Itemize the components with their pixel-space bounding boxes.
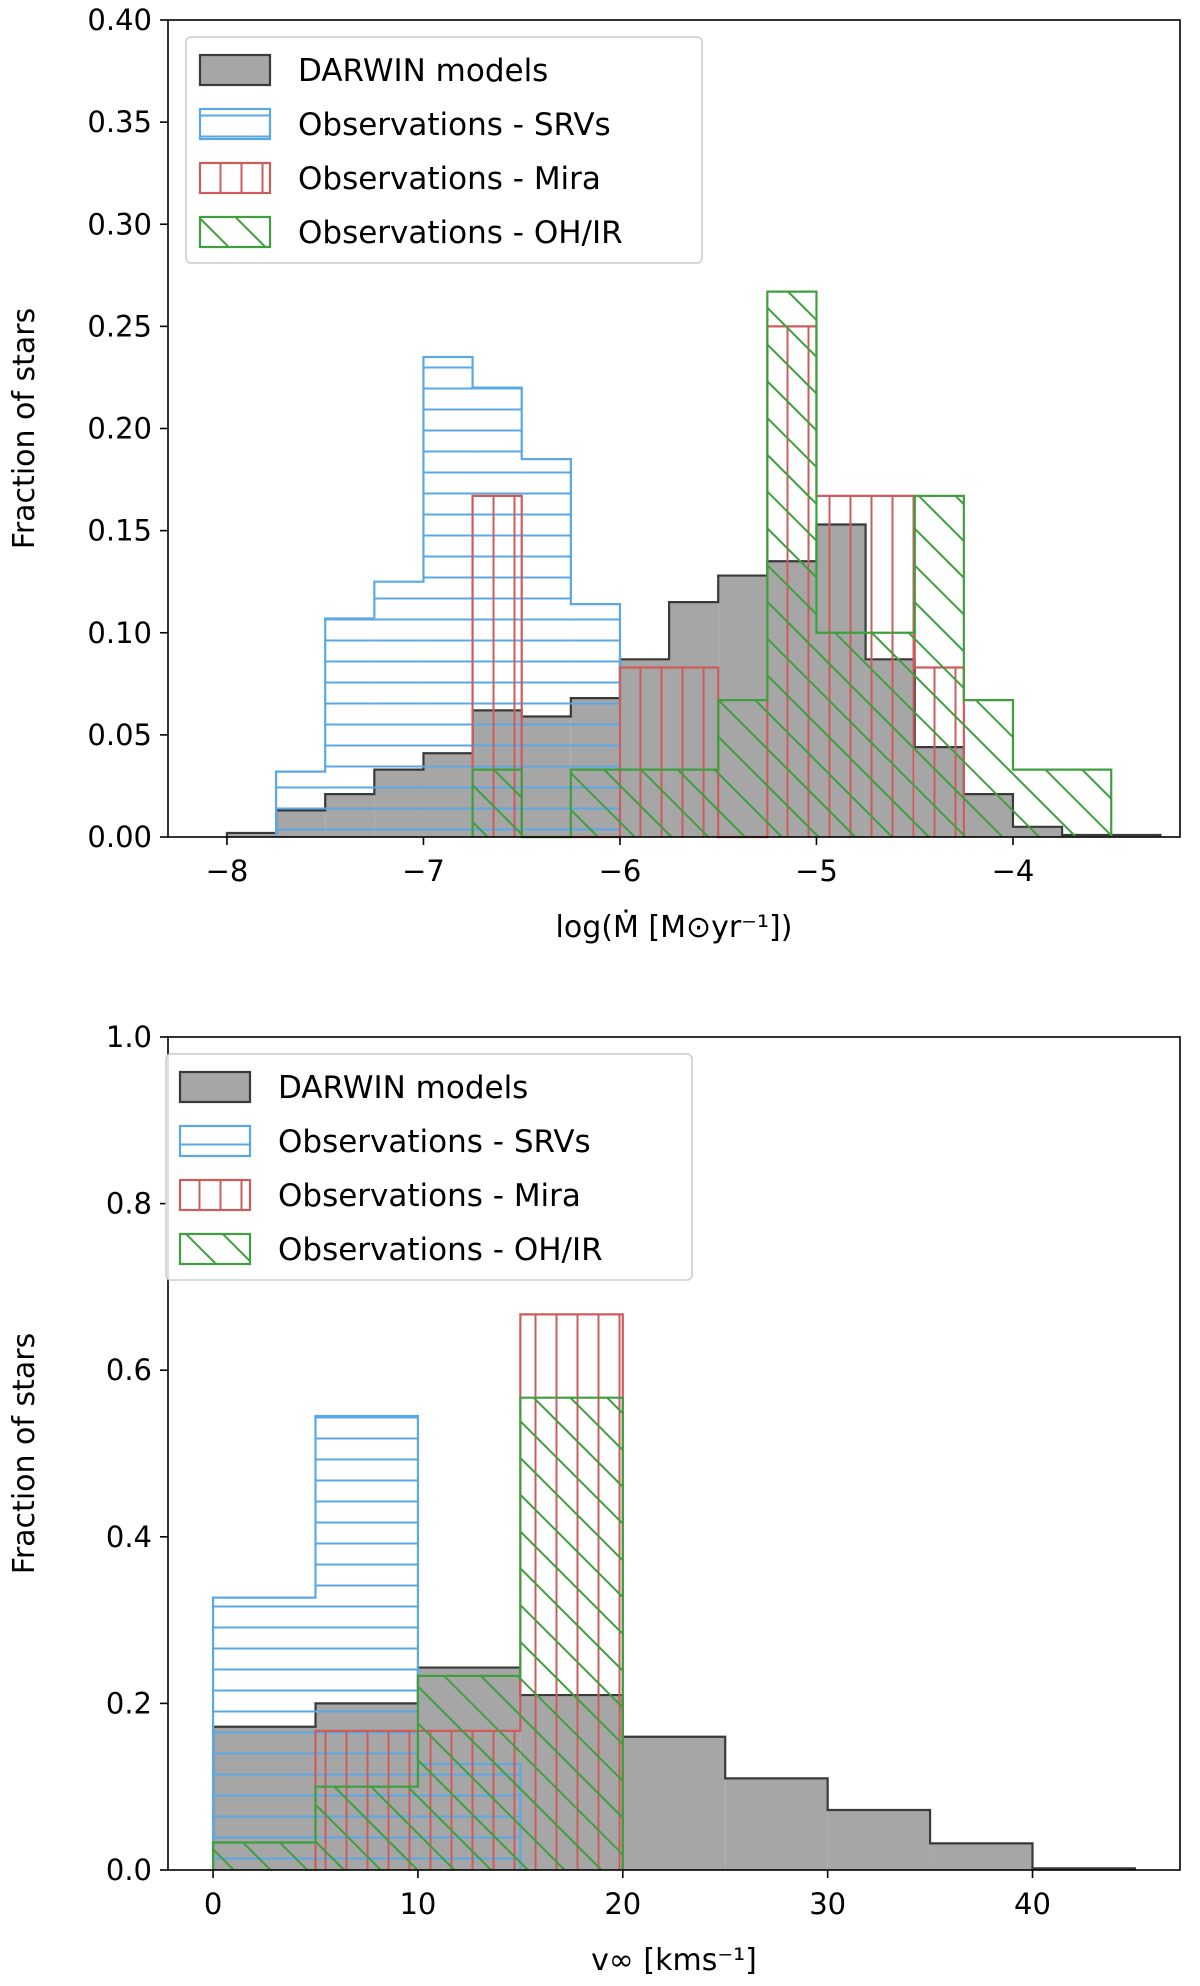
y-tick-label: 0.20	[87, 412, 152, 446]
y-tick-label: 0.30	[87, 207, 152, 241]
y-tick-label: 0.00	[87, 820, 152, 854]
bar-ohir-2	[570, 769, 719, 837]
x-tick-label: 10	[399, 1887, 436, 1921]
bar-srv-3	[423, 357, 473, 837]
y-tick-label: 0.15	[87, 514, 152, 548]
legend-label-mira: Observations - Mira	[278, 1178, 581, 1214]
bar-ohir-6	[914, 495, 964, 837]
x-tick-label: −4	[992, 854, 1035, 888]
bar-ohir-0	[472, 769, 522, 837]
legend-swatch-ohir	[198, 215, 272, 249]
legend-label-ohir: Observations - OH/IR	[278, 1232, 603, 1268]
bar-srv-0	[213, 1597, 316, 1870]
legend-frame	[185, 36, 703, 264]
series-ohir	[471, 290, 1113, 839]
y-tick-label: 0.0	[106, 1853, 152, 1887]
y-tick-label: 0.2	[106, 1686, 152, 1720]
x-tick-label: −8	[206, 854, 249, 888]
bar-models-6	[827, 1810, 931, 1870]
x-tick-label: 30	[809, 1887, 846, 1921]
x-tick-label: 20	[604, 1887, 641, 1921]
bar-models-5	[725, 1778, 828, 1870]
x-tick-label: −5	[795, 854, 838, 888]
legend-swatch-srv	[198, 107, 272, 141]
legend: DARWIN models Observations - SRVs Observat…	[185, 36, 703, 264]
bar-ohir-3	[520, 1397, 623, 1870]
x-axis-label: v∞ [kms⁻¹]	[591, 1943, 757, 1978]
bar-ohir-1	[315, 1786, 418, 1870]
outline-srv	[274, 355, 622, 837]
legend-swatch-models	[178, 1070, 252, 1104]
outline-ohir	[211, 1396, 624, 1870]
bar-ohir-4	[767, 291, 817, 838]
legend-swatch-ohir	[178, 1232, 252, 1266]
y-tick-label: 0.8	[106, 1187, 152, 1221]
y-axis-label: Fraction of stars	[7, 1333, 42, 1574]
y-tick-label: 0.35	[87, 105, 152, 139]
bar-models-7	[930, 1843, 1033, 1870]
legend-label-ohir: Observations - OH/IR	[298, 215, 623, 251]
bar-srv-0	[276, 771, 326, 837]
legend: DARWIN models Observations - SRVs Observat…	[165, 1053, 693, 1281]
legend-label-models: DARWIN models	[278, 1070, 528, 1106]
chart-panel-wind-velocity: 0 10 20 30 40 0.0 0.2 0.4 0.6 0.8 1.0 v∞ [kms⁻¹] Fra…	[7, 1020, 1181, 1978]
legend-swatch-models	[198, 53, 272, 87]
bar-models-0	[226, 832, 277, 837]
series-srv	[274, 355, 622, 837]
legend-swatch-mira	[178, 1178, 252, 1212]
axes-frame	[167, 1036, 1181, 1871]
y-axis-label: Fraction of stars	[7, 308, 42, 549]
legend-label-srv: Observations - SRVs	[278, 1124, 591, 1160]
bar-srv-5	[521, 459, 571, 837]
y-tick-label: 0.25	[87, 309, 152, 343]
series-ohir	[211, 1396, 624, 1870]
y-tick-label: 0.40	[87, 3, 152, 37]
bar-ohir-3	[718, 700, 768, 837]
x-axis-label: log(Ṁ [M⊙yr⁻¹])	[556, 909, 793, 945]
bar-ohir-5	[816, 632, 915, 837]
y-tick-label: 0.05	[87, 718, 152, 752]
x-tick-label: −6	[599, 854, 642, 888]
bar-ohir-2	[417, 1675, 521, 1870]
y-tick-label: 0.6	[106, 1353, 152, 1387]
bar-ohir-0	[213, 1842, 316, 1870]
chart-panel-mass-loss: −8 −7 −6 −5 −4 0.00 0.05 0.10 0.15 0.20 0.25 0.30 0.…	[7, 3, 1181, 945]
bar-ohir-8	[1012, 769, 1112, 837]
y-tick-label: 0.10	[87, 616, 152, 650]
legend-swatch-srv	[178, 1124, 252, 1158]
legend-label-models: DARWIN models	[298, 53, 548, 89]
legend-frame	[165, 1053, 693, 1281]
legend-label-mira: Observations - Mira	[298, 161, 601, 197]
legend-label-srv: Observations - SRVs	[298, 107, 611, 143]
bar-ohir-7	[963, 700, 1013, 837]
y-tick-label: 0.4	[106, 1520, 152, 1554]
bar-srv-1	[325, 618, 375, 837]
bar-srv-2	[374, 581, 424, 837]
x-tick-label: 0	[204, 1887, 222, 1921]
y-tick-label: 1.0	[106, 1020, 152, 1054]
legend-swatch-mira	[198, 161, 272, 195]
bar-models-4	[622, 1736, 726, 1870]
x-tick-label: −7	[402, 854, 445, 888]
x-tick-label: 40	[1014, 1887, 1051, 1921]
